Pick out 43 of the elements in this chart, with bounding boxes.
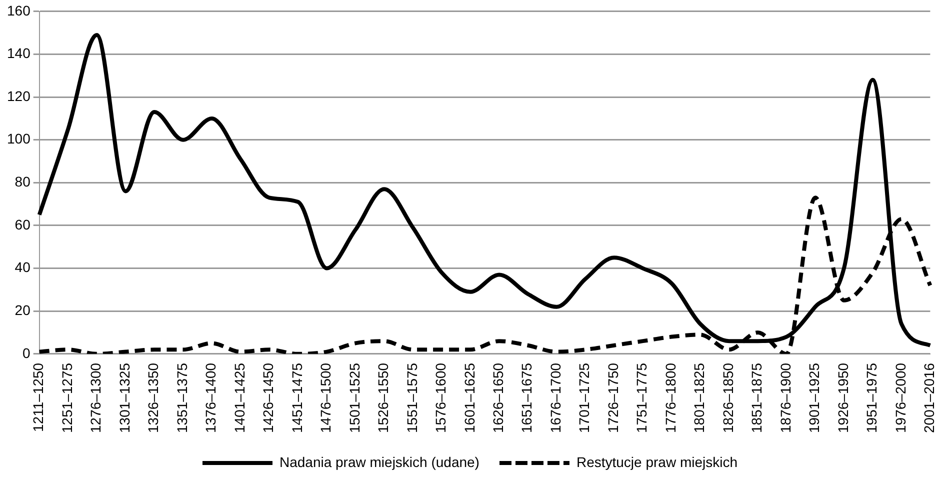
x-tick-label: 1301–1325 bbox=[116, 362, 132, 434]
x-tick-label: 1751–1775 bbox=[634, 362, 650, 434]
y-tick-label: 140 bbox=[7, 45, 31, 62]
x-tick-label: 1826–1850 bbox=[720, 362, 736, 434]
x-tick-label: 1576–1600 bbox=[432, 362, 449, 434]
x-tick-label: 1326–1350 bbox=[145, 362, 162, 434]
x-tick-label: 1726–1750 bbox=[604, 362, 621, 434]
x-tick-label: 1701–1725 bbox=[576, 362, 592, 434]
x-tick-label: 1876–1900 bbox=[777, 362, 794, 434]
x-tick-label: 1526–1550 bbox=[375, 362, 392, 434]
x-tick-label: 1651–1675 bbox=[518, 362, 535, 434]
legend-label: Restytucje praw miejskich bbox=[576, 454, 738, 470]
y-tick-label: 100 bbox=[7, 130, 31, 147]
y-tick-label: 20 bbox=[14, 302, 31, 318]
x-tick-label: 1976–2000 bbox=[892, 362, 908, 434]
y-tick-label: 120 bbox=[7, 88, 31, 104]
x-tick-label: 1676–1700 bbox=[547, 362, 564, 434]
y-tick-label: 0 bbox=[22, 344, 31, 361]
x-tick-label: 1376–1400 bbox=[202, 362, 219, 434]
x-tick-label: 1926–1950 bbox=[834, 362, 851, 434]
x-tick-label: 1276–1300 bbox=[88, 362, 104, 434]
y-tick-label: 160 bbox=[7, 2, 31, 18]
legend-label: Nadania praw miejskich (udane) bbox=[279, 454, 480, 470]
x-tick-label: 1801–1825 bbox=[691, 362, 708, 434]
x-tick-label: 1626–1650 bbox=[490, 362, 506, 434]
x-tick-label: 1901–1925 bbox=[806, 362, 822, 434]
y-tick-label: 80 bbox=[14, 174, 31, 190]
x-tick-label: 1501–1525 bbox=[346, 362, 362, 434]
x-tick-label: 2001–2016 bbox=[921, 362, 938, 434]
x-tick-label: 1776–1800 bbox=[662, 362, 678, 434]
x-tick-label: 1401–1425 bbox=[231, 362, 248, 434]
y-tick-label: 60 bbox=[14, 216, 31, 232]
x-tick-label: 1951–1975 bbox=[864, 362, 880, 434]
x-tick-label: 1351–1375 bbox=[174, 362, 190, 434]
x-tick-label: 1211–1250 bbox=[30, 362, 46, 432]
x-tick-label: 1251–1275 bbox=[58, 362, 75, 434]
y-tick-label: 40 bbox=[14, 259, 31, 276]
x-tick-label: 1551–1575 bbox=[404, 362, 420, 434]
x-tick-label: 1851–1875 bbox=[748, 362, 765, 434]
x-tick-label: 1451–1475 bbox=[288, 362, 305, 434]
x-tick-label: 1601–1625 bbox=[461, 362, 478, 434]
x-tick-label: 1476–1500 bbox=[318, 362, 334, 434]
x-tick-label: 1426–1450 bbox=[260, 362, 276, 434]
